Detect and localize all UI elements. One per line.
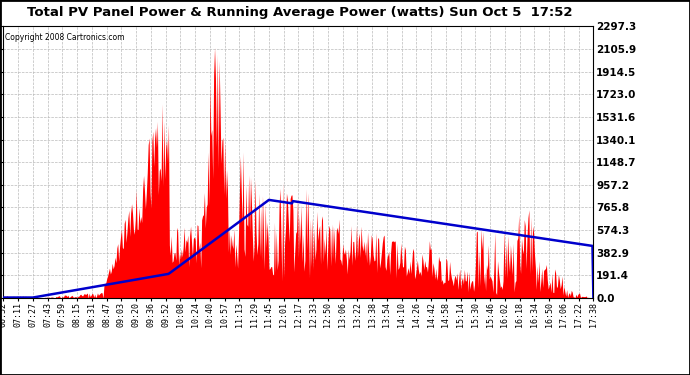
- Text: Copyright 2008 Cartronics.com: Copyright 2008 Cartronics.com: [6, 33, 125, 42]
- Text: Total PV Panel Power & Running Average Power (watts) Sun Oct 5  17:52: Total PV Panel Power & Running Average P…: [28, 6, 573, 19]
